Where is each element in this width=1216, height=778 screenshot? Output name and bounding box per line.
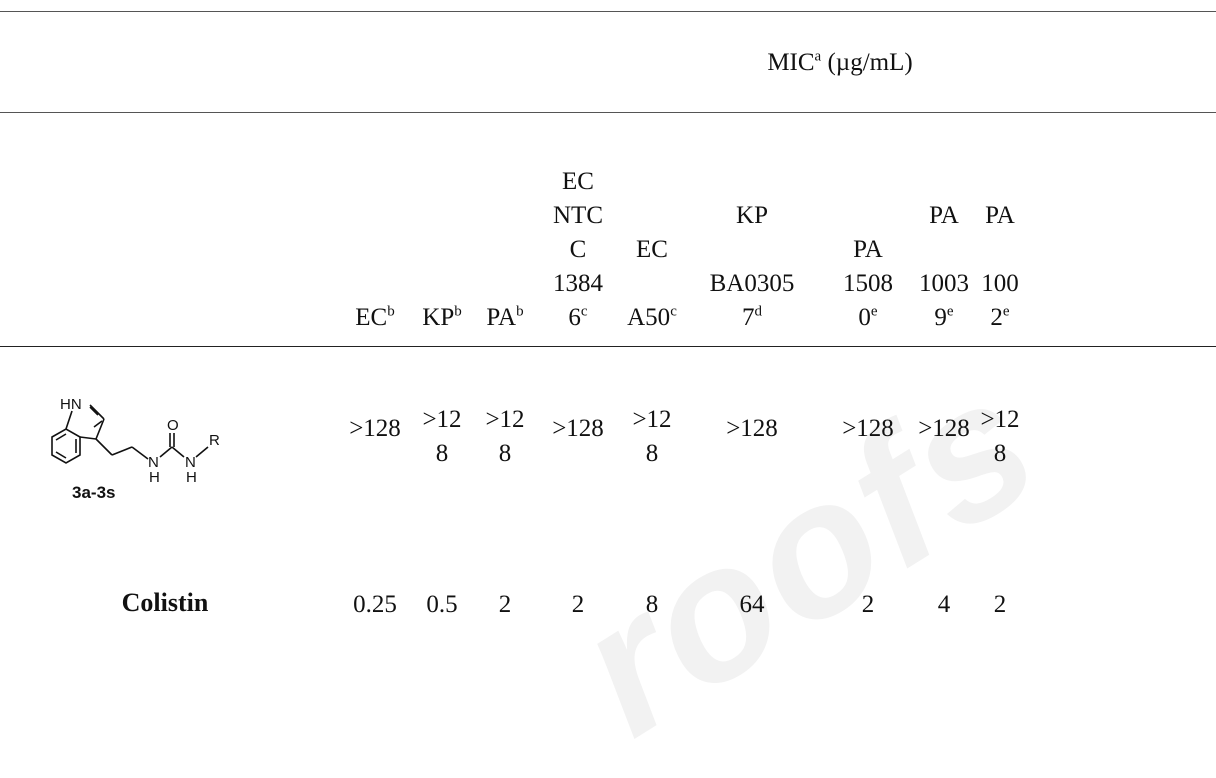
cell-series-3a-3s-c2: >12 8 xyxy=(422,406,462,467)
cell-colistin-c2: 0.5 xyxy=(426,591,458,618)
atom-hn: HN xyxy=(60,396,82,413)
cell-colistin-c8: 4 xyxy=(937,591,951,618)
cell-series-3a-3s-c6: >128 xyxy=(726,415,778,442)
atom-h2: H xyxy=(186,469,197,486)
cell-colistin-c9: 2 xyxy=(993,591,1007,618)
cell-series-3a-3s-c5: >12 8 xyxy=(632,406,672,467)
column-header-rule xyxy=(0,346,1216,347)
column-header-c7: PA 1508 0e xyxy=(843,236,893,331)
column-header-c9: PA 100 2e xyxy=(981,202,1019,331)
table-top-rule xyxy=(0,11,1216,12)
compound-structure-3a-3s: HN O N H N H R 3a-3s xyxy=(51,396,220,500)
column-header-c6: KP BA0305 7d xyxy=(709,202,795,331)
cell-colistin-c4: 2 xyxy=(571,591,585,618)
cell-colistin-c1: 0.25 xyxy=(353,591,397,618)
mic-group-header: MICa (µg/mL) xyxy=(767,48,913,76)
cell-colistin-c5: 8 xyxy=(645,591,659,618)
column-header-c4: EC NTC C 1384 6c xyxy=(553,168,603,331)
row-label-colistin: Colistin xyxy=(121,588,209,617)
cell-series-3a-3s-c7: >128 xyxy=(842,415,894,442)
atom-o: O xyxy=(167,417,179,434)
column-header-c5: EC A50c xyxy=(627,236,677,331)
atom-h1: H xyxy=(149,469,160,486)
cell-series-3a-3s-c8: >128 xyxy=(918,415,970,442)
atom-n2: N xyxy=(185,454,196,471)
cell-series-3a-3s-c3: >12 8 xyxy=(485,406,525,467)
group-header-rule xyxy=(0,112,1216,113)
mic-table: MICa (µg/mL) ECb KPb PAb EC NTC C 1384 6c EC A50… xyxy=(0,11,1216,618)
atom-r: R xyxy=(209,432,220,449)
cell-series-3a-3s-c9: >12 8 xyxy=(980,406,1020,467)
column-header-c2: KPb xyxy=(422,303,462,331)
cell-series-3a-3s-c4: >128 xyxy=(552,415,604,442)
column-header-c8: PA 1003 9e xyxy=(919,202,969,331)
atom-n1: N xyxy=(148,454,159,471)
cell-colistin-c3: 2 xyxy=(498,591,512,618)
cell-series-3a-3s-c1: >128 xyxy=(349,415,401,442)
cell-colistin-c7: 2 xyxy=(861,591,875,618)
cell-colistin-c6: 64 xyxy=(739,591,765,618)
column-header-c3: PAb xyxy=(486,303,524,331)
compound-label: 3a-3s xyxy=(72,483,115,500)
column-header-c1: ECb xyxy=(355,303,395,331)
